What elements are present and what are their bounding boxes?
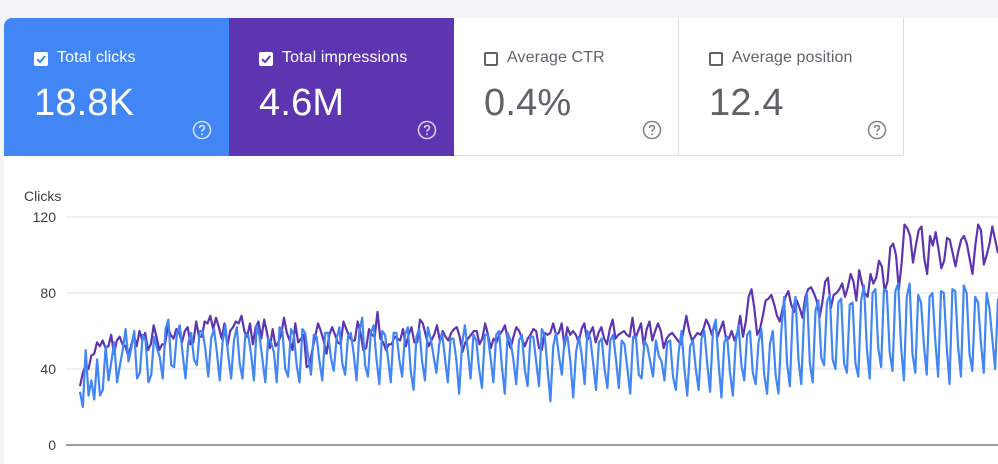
help-circle-icon[interactable] — [417, 120, 437, 140]
metric-tile-average-position[interactable]: Average position 12.4 — [679, 18, 904, 156]
metric-value: 18.8K — [34, 82, 135, 124]
performance-card: Total clicks 18.8K Total impressions 4.6… — [4, 18, 998, 464]
checkbox-checked-icon[interactable] — [259, 52, 273, 66]
performance-chart: Clicks 120 80 40 0 — [4, 156, 998, 464]
metric-tile-total-impressions[interactable]: Total impressions 4.6M — [229, 18, 454, 156]
metric-label: Total impressions — [282, 49, 408, 66]
y-axis-title: Clicks — [24, 188, 61, 204]
series-line-impressions — [78, 223, 998, 387]
metric-tile-total-clicks[interactable]: Total clicks 18.8K — [4, 18, 229, 156]
metric-tile-average-ctr[interactable]: Average CTR 0.4% — [454, 18, 679, 156]
metric-value: 0.4% — [484, 82, 572, 124]
y-tick-label: 40 — [40, 361, 56, 377]
help-circle-icon[interactable] — [192, 120, 212, 140]
metric-value: 4.6M — [259, 82, 345, 124]
help-circle-icon[interactable] — [642, 120, 662, 140]
metric-value: 12.4 — [709, 82, 784, 124]
checkbox-unchecked-icon[interactable] — [484, 52, 498, 66]
metric-label: Average CTR — [507, 49, 605, 66]
grid: 120 80 40 0 — [33, 209, 998, 453]
help-circle-icon[interactable] — [867, 120, 887, 140]
checkbox-checked-icon[interactable] — [34, 52, 48, 66]
chart-svg: Clicks 120 80 40 0 — [24, 188, 998, 453]
checkbox-unchecked-icon[interactable] — [709, 52, 723, 66]
metric-label: Average position — [732, 49, 853, 66]
y-tick-label: 0 — [48, 437, 56, 453]
series-line-clicks — [78, 282, 998, 409]
y-tick-label: 80 — [40, 285, 56, 301]
metric-label: Total clicks — [57, 49, 136, 66]
metric-tiles: Total clicks 18.8K Total impressions 4.6… — [4, 18, 904, 156]
y-tick-label: 120 — [33, 209, 57, 225]
series-lines — [78, 223, 998, 409]
